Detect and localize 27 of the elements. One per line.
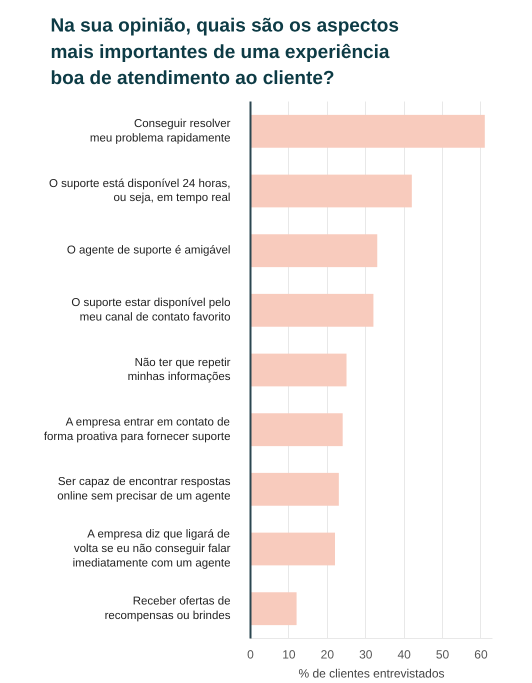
- y-tick-label: O suporte estar disponível pelo meu canal de contato favorito: [71, 297, 231, 324]
- y-tick-label: Receber ofertas de recompensas ou brindes: [104, 595, 231, 622]
- x-tick-label: 0: [247, 648, 254, 662]
- x-tick-label: 30: [359, 648, 373, 662]
- bar: [250, 234, 378, 268]
- y-tick-label: O agente de suporte é amigável: [66, 244, 231, 257]
- x-tick-label: 60: [474, 648, 488, 662]
- y-tick-label: A empresa diz que ligará de volta se eu não conseguir falar imediatamente com um agente: [72, 528, 231, 570]
- bar: [250, 592, 297, 626]
- y-tick-label: Ser capaz de encontrar respostas online sem precisar de um agente: [57, 476, 231, 503]
- bar: [250, 472, 339, 506]
- x-tick-label: 20: [320, 648, 334, 662]
- x-axis-title: % de clientes entrevistados: [298, 666, 445, 680]
- y-tick-label: Não ter que repetir minhas informações: [128, 356, 231, 384]
- bar: [250, 294, 374, 327]
- y-tick-label: Conseguir resolver meu problema rapidamente: [90, 118, 231, 145]
- chart-title: Na sua opinião, quais são os aspectos mais importantes de uma experiência boa de atendimento ao cliente?: [50, 16, 399, 89]
- y-tick-label: A empresa entrar em contato de forma proativa para fornecer suporte: [44, 416, 231, 443]
- bar: [250, 413, 343, 446]
- bar: [250, 174, 412, 208]
- bar: [250, 114, 485, 148]
- bar: [250, 354, 347, 386]
- x-tick-label: 50: [436, 648, 450, 662]
- x-tick-label: 10: [282, 648, 296, 662]
- x-tick-label: 40: [397, 648, 412, 662]
- y-tick-label: O suporte está disponível 24 horas, ou seja, em tempo real: [48, 178, 231, 204]
- bar: [250, 532, 336, 566]
